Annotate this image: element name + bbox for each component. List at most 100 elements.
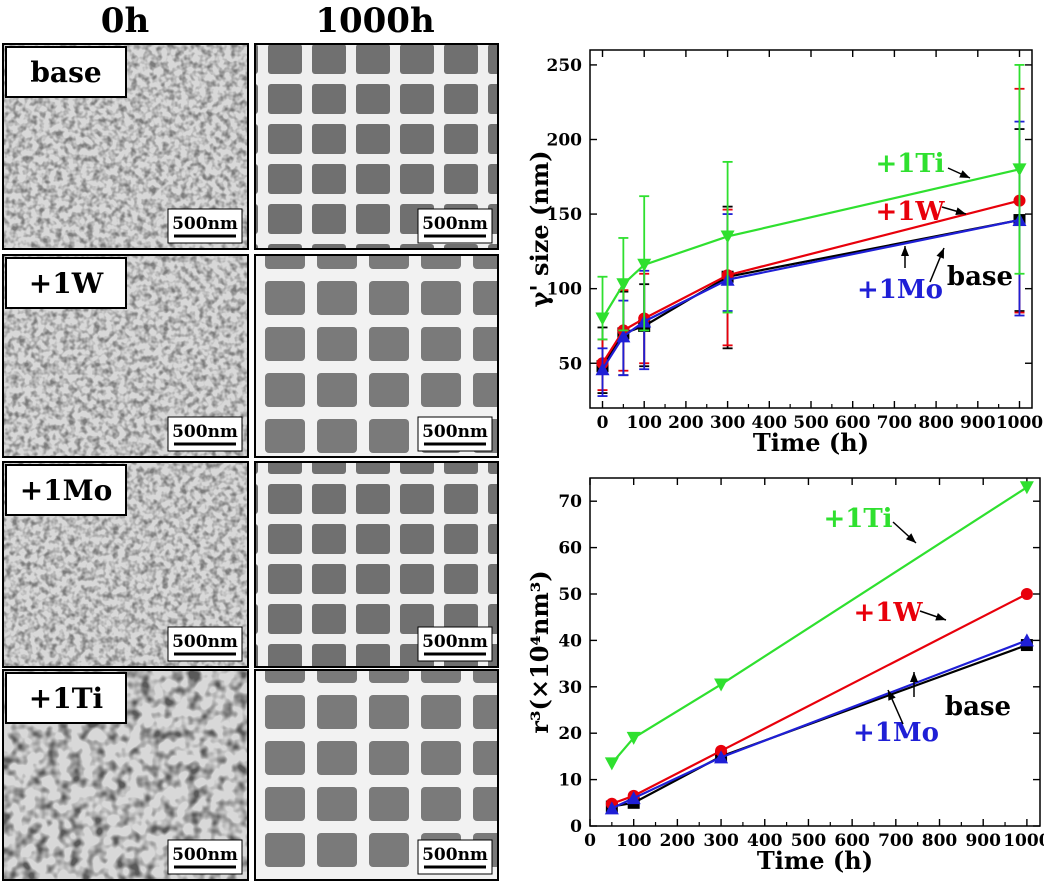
y-tick-label: 60: [558, 539, 582, 559]
scale-bar-label: 500nm: [422, 845, 488, 865]
data-point: [1019, 633, 1034, 647]
data-point: [616, 278, 631, 292]
data-point: [626, 791, 641, 805]
x-tick-label: 1000: [996, 413, 1043, 433]
scale-bar-label: 500nm: [172, 845, 238, 865]
col-header-0h: 0h: [101, 1, 149, 41]
micrograph-plus-1w-1000h: 500nm: [254, 254, 499, 458]
x-tick-label: 600: [835, 413, 871, 433]
series-label: base: [947, 262, 1013, 292]
alloy-label-box: [5, 672, 127, 724]
y-axis-label: r³(×10⁴nm³): [525, 570, 554, 733]
plot-frame: [589, 49, 1033, 409]
scale-bar-label: 500nm: [172, 632, 238, 652]
panel-frame: [2, 669, 249, 881]
y-tick-label: 20: [558, 724, 582, 744]
micrograph-plus-1mo-1000h: 500nm: [254, 461, 499, 668]
series-line: [601, 218, 1020, 367]
alloy-label-box: [5, 46, 127, 98]
y-tick-label: 70: [558, 492, 582, 512]
series-label: +1W: [875, 197, 945, 227]
y-tick-label: 10: [558, 771, 582, 791]
y-axis-label: γ' size (nm): [525, 151, 554, 308]
micrograph-plus-1ti-1000h: 500nm: [254, 669, 499, 881]
annotation-base: base: [910, 672, 1011, 722]
scale-bar-label: 500nm: [422, 214, 488, 234]
x-tick-label: 800: [922, 831, 958, 851]
arrow-head: [905, 533, 916, 543]
series-label: +1Ti: [875, 149, 944, 179]
series-base: [605, 639, 1033, 813]
x-tick-label: 700: [877, 413, 913, 433]
scale-bar-label: 500nm: [172, 422, 238, 442]
series-plus-1ti: [604, 481, 1034, 771]
series-plus-1ti: [595, 64, 1027, 341]
micrograph-plus-1w-0h: 500nm +1W: [2, 254, 249, 458]
panel-frame: [2, 461, 249, 668]
x-tick-label: 200: [668, 413, 704, 433]
micrograph-plus-1mo-0h: 500nm +1Mo: [2, 461, 249, 668]
x-tick-label: 200: [660, 831, 696, 851]
panel-frame: [254, 669, 499, 881]
x-tick-label: 900: [965, 831, 1001, 851]
series-label: +1Mo: [857, 275, 943, 305]
series-plus-1w: [596, 87, 1026, 392]
x-tick-label: 100: [626, 413, 662, 433]
x-tick-label: 1000: [1003, 831, 1044, 851]
arrow-head: [935, 612, 946, 621]
alloy-label: +1Ti: [29, 682, 103, 715]
y-tick-label: 150: [547, 205, 583, 225]
data-point: [720, 230, 735, 244]
gamma-prime-size-chart: 0 100 200 300 400 500 600 700 800 900 1000 50 100 150…: [525, 49, 1043, 457]
data-point: [595, 362, 610, 376]
data-point: [626, 731, 641, 745]
scale-bar-label: 500nm: [422, 632, 488, 652]
series-line: [611, 593, 1028, 805]
y-tick-label: 50: [558, 585, 582, 605]
series-label: base: [945, 692, 1011, 722]
x-tick-label: 300: [703, 831, 739, 851]
annotation-plus-1mo: +1Mo: [853, 689, 939, 748]
data-point: [1020, 588, 1033, 600]
y-tick-label: 200: [547, 131, 583, 151]
data-point: [604, 801, 619, 815]
arrow-head: [955, 207, 966, 216]
panel-frame: [254, 43, 499, 250]
x-tick-label: 600: [834, 831, 870, 851]
series-line: [611, 486, 1028, 765]
col-header-1000h: 1000h: [315, 1, 434, 41]
annotation-base: base: [901, 246, 1013, 292]
micrograph-grid: 0h 1000h 500nm base 500nm 500nm +1W 500nm 500nm +…: [2, 1, 499, 881]
annotation-plus-1ti: +1Ti: [823, 504, 917, 544]
panel-frame: [254, 254, 499, 458]
data-point: [1012, 163, 1027, 177]
x-tick-label: 400: [747, 831, 783, 851]
y-tick-label: 30: [558, 678, 582, 698]
data-point: [637, 258, 652, 272]
panel-frame: [254, 461, 499, 668]
series-line: [601, 168, 1020, 320]
scale-bar-label: 500nm: [172, 214, 238, 234]
x-tick-label: 0: [597, 413, 609, 433]
plot-frame: [589, 477, 1041, 827]
x-tick-label: 100: [616, 831, 652, 851]
micrograph-base-1000h: 500nm: [254, 43, 499, 250]
annotation-plus-1w: +1W: [853, 598, 947, 628]
y-tick-label: 0: [570, 817, 582, 837]
series-label: +1Ti: [823, 504, 892, 534]
alloy-label: base: [30, 56, 101, 89]
data-point: [714, 678, 729, 692]
y-tick-label: 100: [547, 280, 583, 300]
micrograph-base-0h: 500nm base: [2, 43, 249, 250]
series-plus-1mo: [604, 633, 1034, 815]
arrow-head: [936, 248, 944, 259]
x-tick-label: 300: [710, 413, 746, 433]
alloy-label: +1Mo: [20, 474, 113, 507]
panel-frame: [2, 254, 249, 458]
y-tick-label: 40: [558, 631, 582, 651]
arrow-head: [910, 672, 918, 682]
series-label: +1W: [853, 598, 923, 628]
panel-frame: [2, 43, 249, 250]
data-point: [604, 757, 619, 771]
